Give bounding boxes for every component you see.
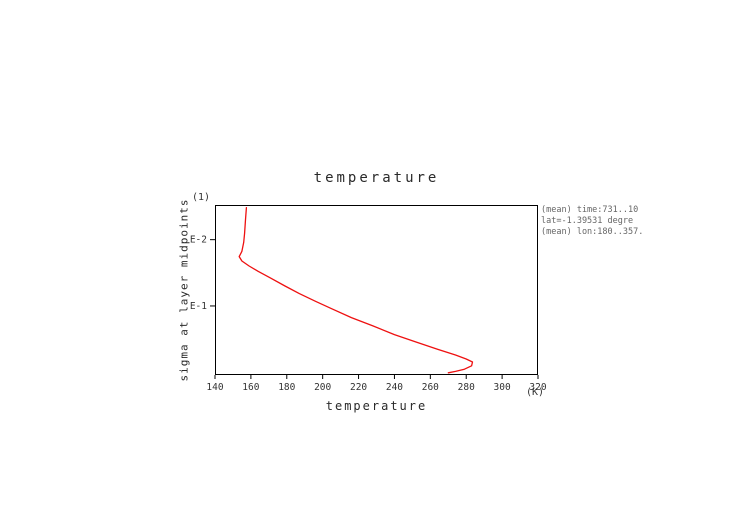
y-tick-label: E-2 (190, 235, 207, 246)
x-tick-label: 180 (278, 382, 295, 393)
axis-box (215, 205, 538, 375)
x-axis-unit: (K) (525, 387, 544, 398)
chart-title: temperature (313, 170, 440, 186)
annotation-line-lon: (mean) lon:180..357. (541, 227, 644, 237)
annotation-line-time: (mean) time:731..10 (541, 205, 639, 215)
x-tick-label: 280 (458, 382, 475, 393)
x-tick-label: 160 (242, 382, 259, 393)
annotation-block: (mean) time:731..10 lat=-1.39531 degre (… (541, 205, 643, 238)
x-tick-label: 320 (529, 382, 546, 393)
x-tick-label: 220 (350, 382, 367, 393)
annotation-line-lat: lat=-1.39531 degre (541, 216, 634, 226)
y-axis-label: sigma at layer midpoints (177, 198, 191, 382)
plot-area: 140 160 180 200 220 240 260 280 300 320 E-2 E-1 (190, 205, 547, 393)
y-axis-unit: (1) (192, 192, 211, 203)
x-tick-label: 300 (494, 382, 511, 393)
x-tick-label: 260 (422, 382, 439, 393)
x-tick-label: 240 (386, 382, 403, 393)
temperature-curve (238, 207, 474, 374)
x-axis-label: temperature (325, 399, 428, 413)
x-tick-label: 140 (206, 382, 223, 393)
y-tick-label: E-1 (190, 301, 207, 312)
x-tick-label: 200 (314, 382, 331, 393)
